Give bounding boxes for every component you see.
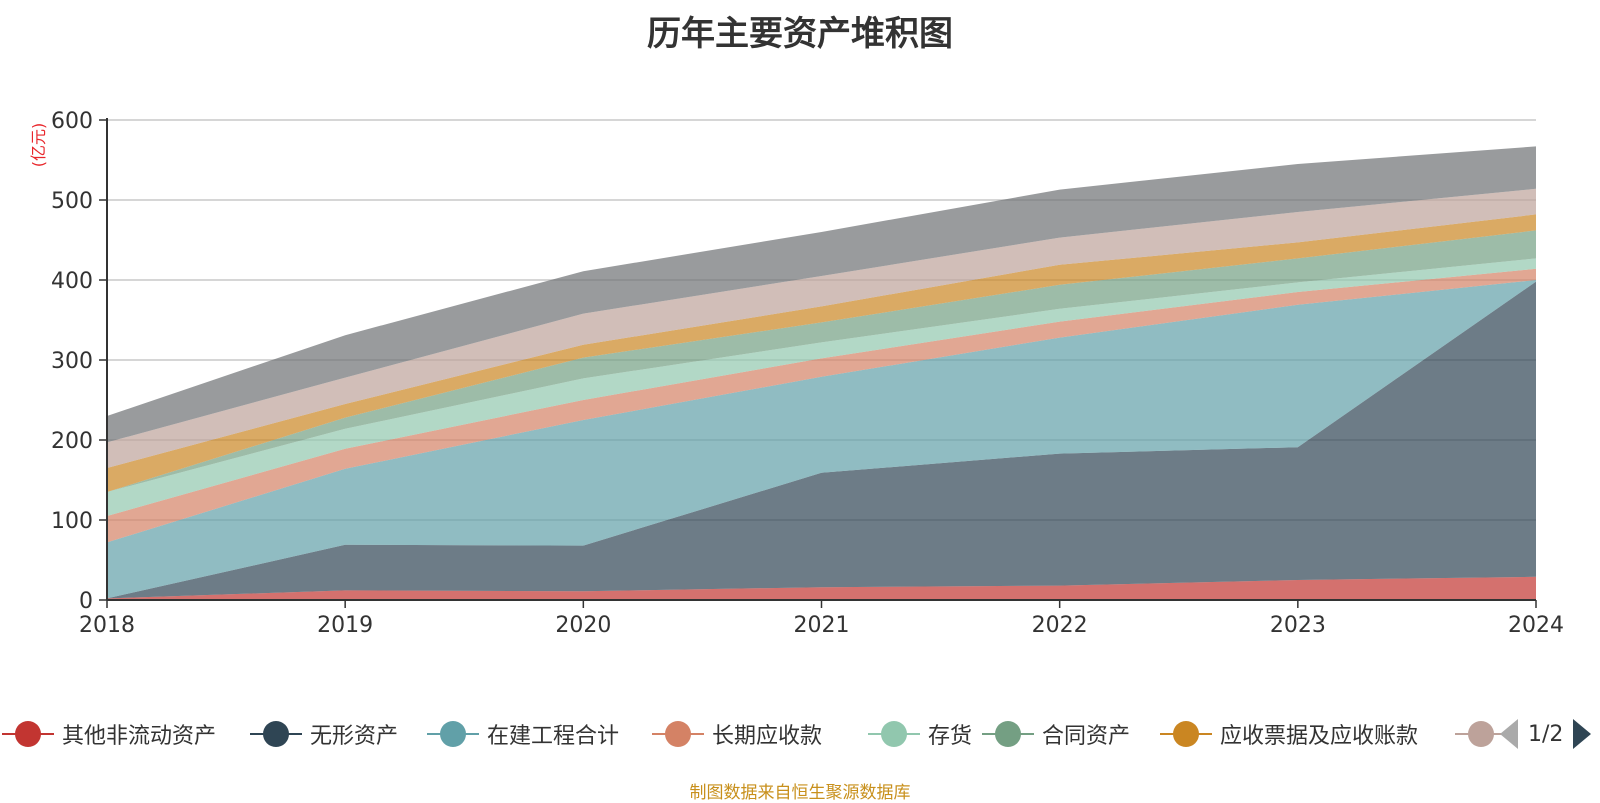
- legend-next-page-icon[interactable]: [1573, 719, 1592, 749]
- x-tick-label: 2022: [1032, 613, 1088, 638]
- area-series-5: [107, 230, 1536, 492]
- legend-label: 存货: [928, 724, 973, 749]
- source-note: 制图数据来自恒生聚源数据库: [689, 783, 911, 803]
- legend-pager: 1/2: [1500, 712, 1592, 756]
- y-tick-label: 600: [51, 109, 93, 134]
- legend-marker-icon: [868, 719, 920, 749]
- legend-item[interactable]: 长期应收款: [652, 712, 822, 756]
- legend-prev-page-icon[interactable]: [1500, 719, 1518, 749]
- area-series-6: [107, 214, 1536, 492]
- area-series-7: [107, 188, 1536, 469]
- y-tick-label: 500: [51, 189, 93, 214]
- x-tick-label: 2023: [1270, 613, 1326, 638]
- y-tick-label: 400: [51, 269, 93, 294]
- legend-marker-icon: [1160, 719, 1212, 749]
- legend-item[interactable]: 在建工程合计: [427, 712, 619, 756]
- axes: 0 100 200 300 400 500 600 2018 2019 2020 2021 2022 2…: [51, 109, 1564, 638]
- y-axis-unit-label: (亿元): [29, 123, 48, 168]
- y-tick-label: 200: [51, 429, 93, 454]
- legend-marker-icon: [982, 719, 1034, 749]
- chart-title: 历年主要资产堆积图: [647, 14, 953, 54]
- legend-item[interactable]: 应收票据及应收账款: [1160, 712, 1418, 756]
- legend: 其他非流动资产 无形资产 在建工程合计 长期应收款 存货 合同资产 应收票据及应收账款: [0, 712, 1600, 756]
- legend-label: 合同资产: [1042, 724, 1131, 749]
- y-tick-label: 100: [51, 509, 93, 534]
- y-tick-label: 300: [51, 349, 93, 374]
- legend-label: 长期应收款: [712, 724, 823, 749]
- area-series-8: [107, 146, 1536, 443]
- stacked-area-chart: 0 100 200 300 400 500 600 2018 2019 2020 2021 2022 2…: [29, 109, 1564, 638]
- area-series-0: [107, 576, 1536, 600]
- area-series-2: [107, 280, 1536, 599]
- legend-marker-icon: [2, 719, 54, 749]
- legend-label: 无形资产: [310, 724, 399, 749]
- legend-item[interactable]: 其他非流动资产: [2, 712, 216, 756]
- legend-page-indicator: 1/2: [1528, 721, 1564, 747]
- legend-item[interactable]: 存货: [868, 712, 972, 756]
- legend-marker-icon: [652, 719, 704, 749]
- legend-marker-icon: [1455, 719, 1507, 749]
- legend-marker-icon: [250, 719, 302, 749]
- legend-item[interactable]: 合同资产: [982, 712, 1130, 756]
- legend-label: 其他非流动资产: [62, 724, 217, 749]
- x-tick-label: 2018: [79, 613, 135, 638]
- legend-item[interactable]: 无形资产: [250, 712, 398, 756]
- y-tick-label: 0: [79, 589, 93, 614]
- x-tick-label: 2019: [317, 613, 373, 638]
- area-series-1: [107, 281, 1536, 599]
- legend-item[interactable]: [1455, 712, 1515, 756]
- x-tick-label: 2024: [1508, 613, 1564, 638]
- area-series: [107, 146, 1536, 600]
- x-tick-label: 2021: [794, 613, 850, 638]
- x-tick-label: 2020: [555, 613, 611, 638]
- legend-marker-icon: [427, 719, 479, 749]
- legend-label: 应收票据及应收账款: [1220, 724, 1419, 749]
- legend-label: 在建工程合计: [487, 724, 620, 749]
